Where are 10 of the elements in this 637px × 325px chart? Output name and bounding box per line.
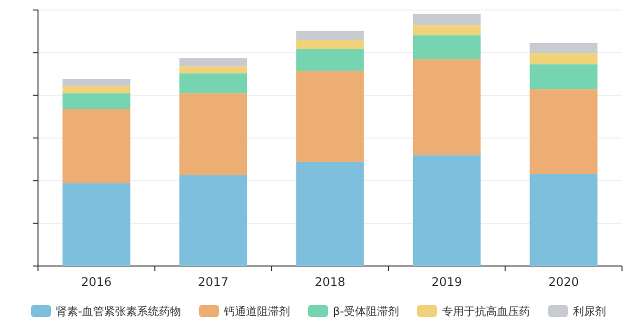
x-tick-label: 2020 — [548, 275, 579, 289]
legend-label: 专用于抗高血压药 — [442, 305, 530, 318]
legend-label: 利尿剂 — [572, 305, 606, 318]
legend-label: β-受体阻滞剂 — [332, 305, 399, 318]
x-tick-label: 2017 — [198, 275, 228, 289]
x-tick-label: 2018 — [314, 275, 346, 289]
legend-label: 肾素-血管紧张素系统药物 — [56, 305, 181, 318]
x-tick-label: 2016 — [81, 275, 112, 289]
x-tick-label: 2019 — [432, 275, 462, 289]
legend-label: 钙通道阻滞剂 — [222, 305, 290, 318]
